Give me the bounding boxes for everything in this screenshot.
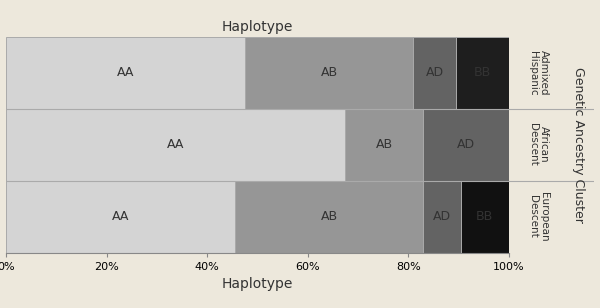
Text: AB: AB [376,138,393,151]
Text: Admixed
Hispanic: Admixed Hispanic [528,50,550,96]
Bar [245,37,413,109]
Bar [456,37,509,109]
Bar [413,37,456,109]
Text: AA: AA [112,210,129,223]
Bar [346,109,423,181]
Bar [6,109,346,181]
Text: AD: AD [425,67,443,79]
X-axis label: Haplotype: Haplotype [221,277,293,291]
Text: AB: AB [320,210,338,223]
Text: AA: AA [117,67,134,79]
Text: BB: BB [474,67,491,79]
Bar [6,181,235,253]
Bar [461,181,509,253]
Title: Haplotype: Haplotype [221,20,293,34]
Text: AB: AB [320,67,338,79]
Text: AD: AD [457,138,475,151]
Text: AD: AD [433,210,451,223]
Bar [423,181,461,253]
Bar [423,109,509,181]
Text: African
Descent: African Descent [528,124,550,166]
Bar [6,37,245,109]
Text: Genetic Ancestry Cluster: Genetic Ancestry Cluster [572,67,585,223]
Bar [235,181,423,253]
Text: BB: BB [476,210,493,223]
Text: AA: AA [167,138,184,151]
Text: European
Descent: European Descent [528,192,550,241]
